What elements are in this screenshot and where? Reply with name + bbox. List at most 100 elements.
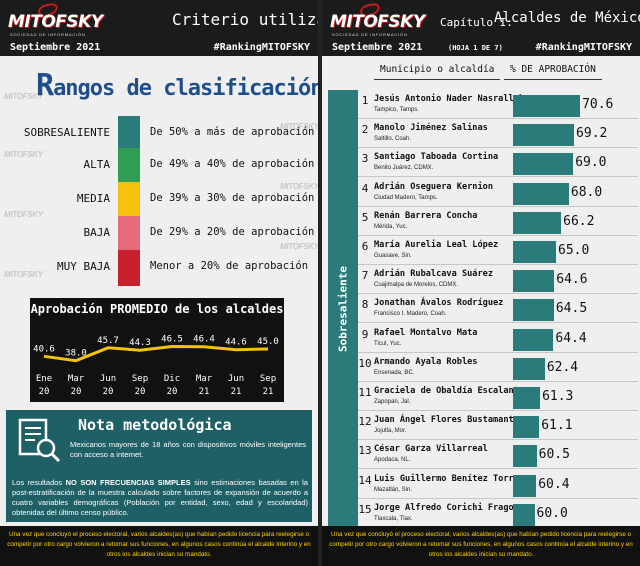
mitofsky-logo: MITOFSKY SOCIEDAD DE INFORMACIÓN [330, 2, 425, 40]
approval-value: 60.5 [538, 447, 570, 463]
ranking-row: 7 Adrián Rubalcava Suárez Cuajimalpa de Mo… [358, 265, 638, 295]
mayor-name: Santiago Taboada Cortina [374, 152, 499, 163]
x-tick-month: Mar [68, 374, 85, 384]
rank-number: 2 [361, 123, 369, 137]
hashtag-link[interactable]: #RankingMITOFSKY [213, 42, 310, 53]
approval-value: 61.3 [542, 389, 574, 404]
chart-title: Aprobación PROMEDIO de los alcaldes [30, 302, 284, 316]
approval-value: 61.1 [541, 418, 573, 434]
x-tick-month: Jun [228, 374, 244, 384]
column-header-municipio: Municipio o alcaldía [374, 62, 501, 80]
approval-value: 69.2 [576, 126, 608, 142]
rank-number: 14 [358, 473, 372, 487]
mayor-name: Manolo Jiménez Salinas [374, 123, 488, 134]
municipality: Mazatlán, Sin. [374, 486, 413, 493]
mayor-name: María Aurelia Leal López [374, 240, 499, 250]
data-label: 46.5 [161, 335, 183, 345]
level-swatch [118, 182, 140, 218]
x-tick-year: 21 [231, 387, 242, 397]
x-tick-year: 21 [199, 387, 210, 397]
hashtag-link[interactable]: #RankingMITOFSKY [535, 42, 632, 53]
logo-tagline: SOCIEDAD DE INFORMACIÓN [10, 32, 86, 37]
mayor-name: Rafael Montalvo Mata [374, 327, 478, 338]
municipality: Saltillo, Coah. [374, 136, 412, 143]
rank-number: 5 [361, 210, 369, 224]
mayor-name: Luis Guillermo Benítez Torres [374, 473, 525, 484]
average-approval-chart: Aprobación PROMEDIO de los alcaldes 40.6… [30, 298, 284, 402]
approval-bar [513, 299, 554, 322]
approval-bar [513, 153, 574, 176]
municipality: Tampico, Tamps. [374, 107, 419, 113]
level-swatch [118, 148, 140, 184]
approval-bar [513, 270, 555, 293]
municipality: Guasave, Sin. [374, 253, 412, 259]
mayor-name: Adrián Oseguera Kernion [374, 181, 493, 192]
watermark: MITOFSKY [4, 92, 43, 101]
municipality: Cuajimalpa de Morelos, CDMX. [374, 282, 459, 289]
level-swatch [118, 116, 140, 152]
x-tick-year: 20 [103, 387, 114, 397]
x-tick-month: Jun [100, 374, 116, 384]
approval-bar [513, 95, 581, 117]
municipality: Ticul, Yuc. [374, 340, 402, 347]
ranking-row: 9 Rafael Montalvo Mata Ticul, Yuc. 64.4 [358, 324, 638, 353]
rank-number: 12 [358, 415, 372, 429]
mayor-name: Armando Ayala Robles [374, 356, 478, 367]
approval-bar [513, 387, 541, 409]
approval-bar [513, 182, 569, 205]
ranking-row: 4 Adrián Oseguera Kernion Ciudad Madero, T… [358, 178, 638, 207]
approval-bar [513, 474, 537, 497]
category-band [328, 90, 358, 528]
mitofsky-logo: MITOFSKY SOCIEDAD DE INFORMACIÓN [8, 2, 103, 40]
level-swatch [118, 250, 140, 286]
rank-number: 13 [358, 444, 372, 458]
level-swatch [118, 216, 140, 252]
data-label: 45.7 [97, 336, 119, 346]
approval-value: 64.4 [555, 330, 587, 346]
x-tick-month: Dic [164, 374, 180, 384]
ranking-row: 3 Santiago Taboada Cortina Benito Juárez, … [358, 148, 638, 178]
logo-wordmark: MITOFSKY [330, 12, 425, 32]
criteria-panel: MITOFSKY SOCIEDAD DE INFORMACIÓN Criteri… [0, 0, 318, 566]
municipality: Zapopan, Jal. [374, 399, 411, 405]
average-line [43, 344, 269, 363]
mayor-name: Juan Ángel Flores Bustamante [374, 415, 519, 426]
note-method: Los resultados NO SON FRECUENCIAS SIMPLE… [12, 478, 308, 517]
ranges-heading: Rangos de clasificación [36, 68, 318, 103]
line-plot: 40.6 Ene 20 38.0 Mar 20 45.7 Jun 20 44.3 Sep 20 46.5… [33, 335, 279, 398]
approval-bar [513, 445, 537, 468]
data-label: 46.4 [193, 335, 215, 345]
approval-bar [513, 124, 575, 147]
data-label: 38.0 [65, 349, 87, 359]
page-title: Criterio utilizado [172, 10, 318, 29]
rank-number: 10 [358, 356, 372, 370]
mayor-name: Renán Barrera Concha [374, 210, 478, 221]
footer-disclaimer: Una vez que concluyó el proceso electora… [0, 526, 318, 566]
watermark: MITOFSKY [4, 210, 43, 219]
document-search-icon [18, 418, 61, 463]
approval-value: 64.5 [555, 301, 588, 317]
level-media: MEDIA De 39% a 30% de aprobación [0, 182, 318, 218]
chapter-title: Alcaldes de México [494, 10, 640, 26]
municipality: Tlaxcala, Tlax. [374, 515, 413, 522]
rank-number: 7 [361, 269, 369, 283]
ranking-row: 5 Renán Barrera Concha Mérida, Yuc. 66.2 [358, 207, 638, 236]
municipality: Ciudad Madero, Tamps. [374, 194, 438, 201]
date-label: Septiembre 2021 [332, 42, 423, 53]
approval-bar [513, 357, 545, 380]
ranking-row: 15 Jorge Alfredo Corichi Fragoso Tlaxcala,… [358, 499, 638, 528]
mayor-name: Jorge Alfredo Corichi Fragoso [374, 502, 525, 513]
watermark: MITOFSKY [4, 270, 43, 279]
ranking-row: 1 Jesús Antonio Nader Nasrallah Tampico, T… [358, 90, 638, 119]
ranking-row: 14 Luis Guillermo Benítez Torres Mazatlán,… [358, 470, 638, 499]
category-label: Sobresaliente [336, 265, 350, 353]
ranking-row: 11 Graciela de Obaldía Escalante Zapopan, … [358, 382, 638, 411]
x-tick-month: Mar [196, 374, 213, 384]
approval-value: 66.2 [563, 213, 595, 229]
approval-value: 70.6 [582, 97, 614, 112]
approval-bar [513, 211, 562, 234]
ranking-row: 12 Juan Ángel Flores Bustamante Jojutla, M… [358, 411, 638, 441]
rank-number: 4 [361, 181, 369, 195]
note-population: Mexicanos mayores de 18 años con disposi… [70, 440, 306, 459]
logo-tagline: SOCIEDAD DE INFORMACIÓN [332, 32, 408, 37]
